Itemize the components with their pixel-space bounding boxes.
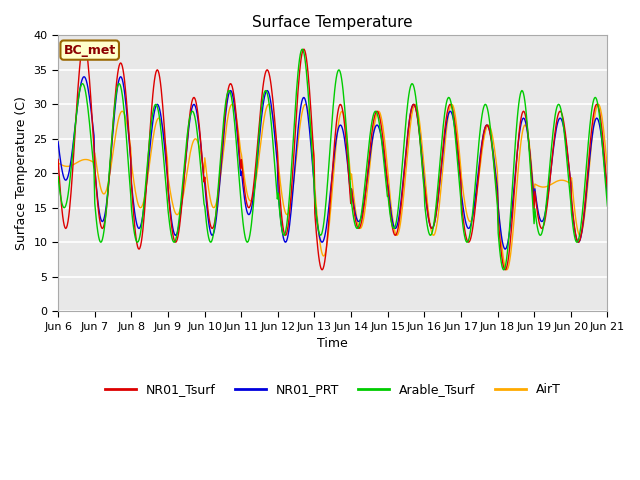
Title: Surface Temperature: Surface Temperature: [252, 15, 413, 30]
Y-axis label: Surface Temperature (C): Surface Temperature (C): [15, 96, 28, 250]
X-axis label: Time: Time: [317, 337, 348, 350]
Text: BC_met: BC_met: [63, 44, 116, 57]
Legend: NR01_Tsurf, NR01_PRT, Arable_Tsurf, AirT: NR01_Tsurf, NR01_PRT, Arable_Tsurf, AirT: [100, 378, 566, 401]
